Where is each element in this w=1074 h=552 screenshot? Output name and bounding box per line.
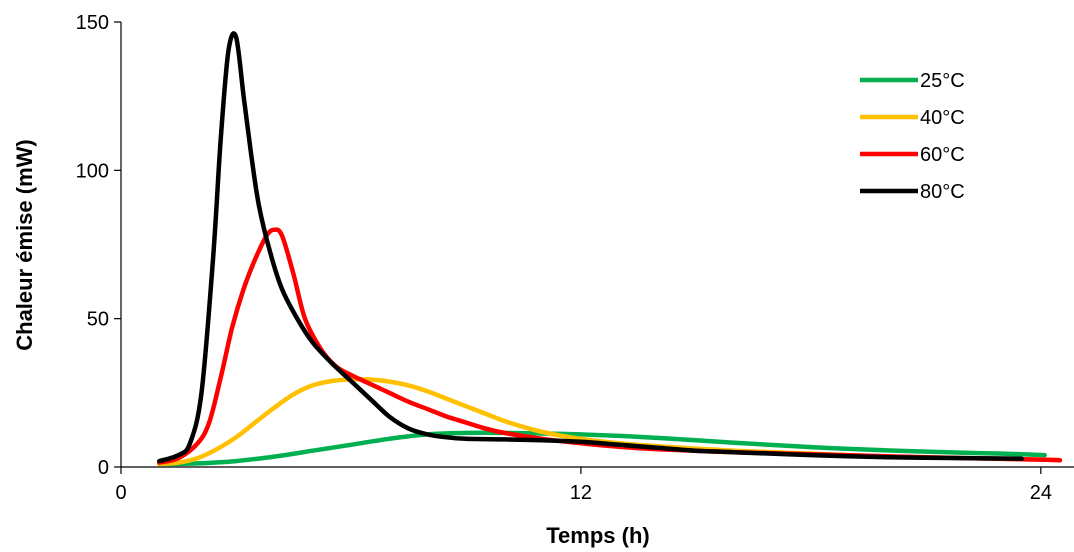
series-line: [157, 31, 1024, 464]
x-tick-label: 0: [115, 482, 126, 504]
axes: [120, 22, 1074, 468]
y-tick-label: 50: [87, 309, 109, 331]
x-tick-label: 24: [1030, 482, 1052, 504]
x-axis-title: Temps (h): [546, 523, 649, 548]
y-tick-label: 100: [76, 160, 109, 182]
y-axis-title: Chaleur émise (mW): [12, 139, 37, 351]
series-line: [157, 430, 1047, 467]
y-tick-label: 0: [98, 457, 109, 479]
y-ticks: 0 50 100 150: [76, 12, 121, 479]
y-tick-label: 150: [76, 12, 109, 34]
legend-label: 40°C: [920, 107, 965, 129]
series-line: [157, 227, 1063, 465]
x-ticks: 0 12 24: [115, 467, 1052, 504]
legend-label: 60°C: [920, 144, 965, 166]
legend: 25°C 40°C 60°C 80°C: [860, 70, 965, 203]
legend-label: 25°C: [920, 70, 965, 92]
legend-label: 80°C: [920, 181, 965, 203]
series-lines: [157, 31, 1063, 467]
x-tick-label: 12: [570, 482, 592, 504]
